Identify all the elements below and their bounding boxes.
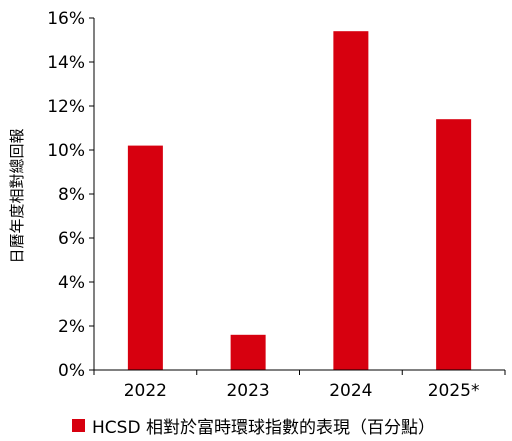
x-tick-label: 2023	[226, 381, 269, 401]
bar	[333, 31, 369, 370]
bar	[436, 119, 472, 370]
y-tick-label: 8%	[58, 185, 85, 205]
y-tick-label: 16%	[47, 9, 85, 29]
bar	[127, 145, 163, 370]
legend: HCSD 相對於富時環球指數的表現（百分點）	[72, 414, 435, 438]
y-tick-label: 10%	[47, 141, 85, 161]
legend-swatch	[72, 418, 85, 432]
y-tick-label: 6%	[58, 229, 85, 249]
y-tick-label: 2%	[58, 317, 85, 337]
legend-label: HCSD 相對於富時環球指數的表現（百分點）	[92, 417, 435, 438]
y-axis-ticks: 0% 2% 4% 6% 8% 10% 12% 14% 16%	[47, 9, 94, 381]
y-axis-label: 日曆年度相對總回報	[8, 128, 26, 263]
x-tick-label: 2025*	[428, 381, 480, 401]
x-tick-label: 2024	[329, 381, 372, 401]
y-tick-label: 12%	[47, 97, 85, 117]
x-tick-label: 2022	[124, 381, 167, 401]
y-tick-label: 0%	[58, 361, 85, 381]
y-tick-label: 14%	[47, 53, 85, 73]
x-axis-ticks: 2022 2023 2024 2025*	[93, 370, 506, 401]
y-tick-label: 4%	[58, 273, 85, 293]
bar	[230, 334, 266, 370]
bars	[127, 31, 472, 370]
